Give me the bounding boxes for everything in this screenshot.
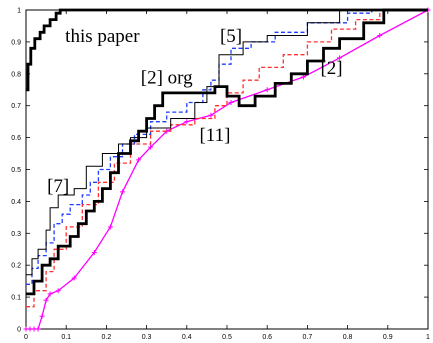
series-marker bbox=[337, 55, 343, 61]
x-tick-label: 0.1 bbox=[61, 334, 71, 341]
y-tick-label: 0.9 bbox=[11, 39, 21, 46]
series-marker bbox=[228, 100, 234, 106]
series-marker bbox=[39, 313, 45, 319]
x-tick-label: 0.3 bbox=[142, 334, 152, 341]
x-tick-label: 1 bbox=[426, 334, 430, 341]
y-tick-label: 0.6 bbox=[11, 135, 21, 142]
x-tick-label: 0.4 bbox=[182, 334, 192, 341]
plot-area bbox=[25, 9, 429, 330]
x-tick-label: 0.6 bbox=[262, 334, 272, 341]
series-layer bbox=[23, 7, 431, 332]
series-marker bbox=[184, 119, 190, 125]
series-marker bbox=[47, 291, 53, 297]
y-tick-label: 0.2 bbox=[11, 263, 21, 270]
annotation-label: [11] bbox=[199, 125, 230, 146]
y-tick-label: 0.1 bbox=[11, 295, 21, 302]
y-tick-label: 0.7 bbox=[11, 103, 21, 110]
series-marker bbox=[107, 224, 113, 230]
series-marker bbox=[119, 189, 125, 195]
annotation-label: [5] bbox=[220, 26, 242, 47]
x-tick-label: 0 bbox=[24, 334, 28, 341]
y-tick-label: 0.8 bbox=[11, 71, 21, 78]
series-marker bbox=[148, 144, 154, 150]
y-tick-label: 0.3 bbox=[11, 231, 21, 238]
x-tick-label: 0.7 bbox=[303, 334, 313, 341]
series-marker bbox=[35, 326, 41, 332]
y-tick-label: 0.5 bbox=[11, 167, 21, 174]
y-tick-label: 1 bbox=[17, 8, 21, 15]
series-marker bbox=[55, 288, 61, 294]
series-line-2-org bbox=[26, 8, 428, 296]
annotation-label: [2] org bbox=[141, 67, 193, 88]
series-line-5 bbox=[26, 9, 428, 285]
series-marker bbox=[136, 157, 142, 163]
x-tick-label: 0.8 bbox=[343, 334, 353, 341]
x-tick-label: 0.5 bbox=[222, 334, 232, 341]
annotation-label: this paper bbox=[65, 26, 140, 47]
annotation-label: [2] bbox=[320, 58, 342, 79]
series-line-this-paper bbox=[26, 8, 428, 92]
series-marker bbox=[208, 112, 214, 118]
series-marker bbox=[264, 87, 270, 93]
series-marker bbox=[91, 249, 97, 255]
annotation-label: [7] bbox=[47, 176, 69, 197]
series-marker bbox=[377, 33, 383, 39]
x-tick-label: 0.2 bbox=[102, 334, 112, 341]
x-tick-label: 0.9 bbox=[383, 334, 393, 341]
annotations: this paper [5] [2] org [2] [11] [7] bbox=[47, 26, 343, 197]
y-tick-label: 0.4 bbox=[11, 199, 21, 206]
series-marker bbox=[43, 297, 49, 303]
series-marker bbox=[71, 275, 77, 281]
series-marker bbox=[300, 74, 306, 80]
y-tick-label: 0 bbox=[17, 327, 21, 334]
series-line-11 bbox=[26, 9, 428, 308]
